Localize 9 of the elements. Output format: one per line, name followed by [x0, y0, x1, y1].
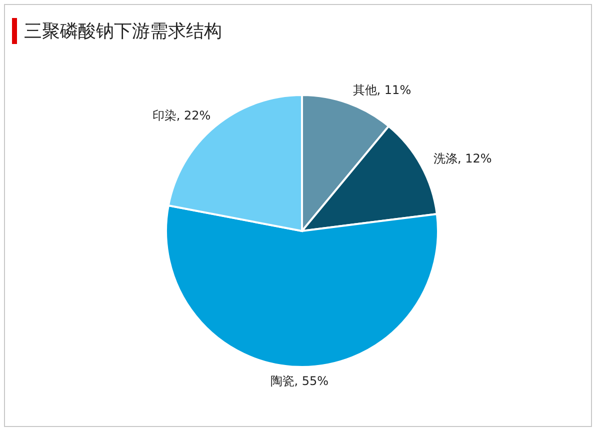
slice-label: 洗涤: [433, 152, 458, 166]
data-label: , 12%: [457, 152, 492, 166]
data-label: , 11%: [376, 82, 412, 97]
data-label: , 22%: [176, 108, 211, 122]
chart-title: 三聚磷酸钠下游需求结构: [24, 20, 222, 43]
data-label: , 55%: [294, 374, 329, 388]
slice-label: 其他: [352, 82, 377, 97]
slice-label: 印染: [152, 108, 176, 122]
slice-label: 陶瓷: [270, 374, 294, 388]
